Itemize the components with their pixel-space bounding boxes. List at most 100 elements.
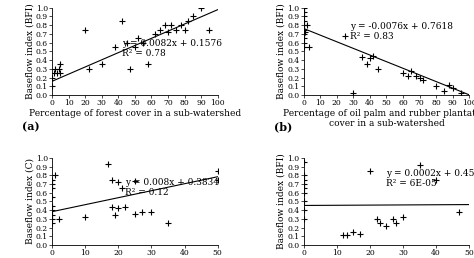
Point — [85, 67, 92, 71]
Point — [300, 19, 308, 23]
Text: (a): (a) — [22, 121, 40, 132]
Text: (b): (b) — [274, 121, 292, 132]
Point — [115, 180, 122, 184]
Point — [48, 221, 56, 225]
Point — [48, 76, 56, 80]
Point — [412, 74, 420, 78]
Point — [356, 232, 364, 236]
Point — [350, 230, 357, 234]
Point — [167, 23, 175, 27]
Point — [111, 45, 119, 49]
Point — [300, 191, 308, 195]
Point — [148, 210, 155, 214]
Point — [55, 217, 63, 221]
Point — [366, 169, 374, 173]
Point — [300, 41, 308, 45]
Point — [358, 55, 365, 60]
X-axis label: Percentage of forest cover in a sub-watershed: Percentage of forest cover in a sub-wate… — [29, 109, 241, 118]
Point — [446, 83, 453, 87]
Point — [82, 215, 89, 219]
Point — [366, 56, 374, 60]
Point — [56, 71, 64, 75]
Point — [300, 173, 308, 177]
Point — [341, 34, 349, 38]
Point — [53, 71, 61, 75]
Point — [48, 182, 56, 186]
Point — [300, 182, 308, 186]
Point — [189, 14, 197, 19]
Point — [432, 84, 440, 88]
Point — [151, 32, 159, 36]
Point — [48, 213, 56, 217]
Point — [139, 41, 147, 45]
Point — [300, 6, 308, 10]
Point — [300, 208, 308, 212]
Point — [118, 186, 126, 190]
Point — [173, 28, 180, 32]
Point — [55, 67, 63, 71]
Point — [399, 215, 407, 219]
Point — [301, 30, 309, 34]
Point — [441, 88, 448, 93]
Point — [48, 186, 56, 190]
Point — [300, 199, 308, 204]
Point — [126, 67, 134, 71]
Y-axis label: Baseflow index (BFI): Baseflow index (BFI) — [25, 4, 34, 99]
Point — [300, 23, 308, 27]
Text: y = 0.0002x + 0.4543
R² = 6E-05: y = 0.0002x + 0.4543 R² = 6E-05 — [386, 169, 474, 188]
Point — [48, 195, 56, 199]
Y-axis label: Baseflow index (BFI): Baseflow index (BFI) — [277, 154, 286, 249]
Point — [305, 45, 312, 49]
Point — [184, 19, 191, 23]
Point — [52, 67, 59, 71]
Point — [392, 221, 400, 225]
Point — [363, 62, 370, 67]
Point — [214, 169, 221, 173]
Point — [177, 23, 185, 27]
Point — [161, 23, 168, 27]
Point — [300, 186, 308, 190]
Point — [404, 74, 412, 78]
Point — [300, 14, 308, 19]
Point — [138, 210, 146, 214]
Point — [105, 162, 112, 166]
Point — [373, 217, 380, 221]
Point — [145, 62, 152, 67]
Point — [118, 19, 126, 23]
Point — [343, 232, 351, 237]
Y-axis label: Baseflow index (BFI): Baseflow index (BFI) — [277, 4, 286, 99]
Point — [48, 208, 56, 212]
Point — [48, 178, 56, 182]
Point — [300, 178, 308, 182]
Point — [389, 217, 397, 221]
Point — [399, 71, 407, 75]
Point — [432, 178, 440, 182]
Point — [108, 205, 116, 209]
Point — [300, 32, 308, 36]
Point — [48, 204, 56, 208]
Point — [383, 224, 390, 228]
Point — [197, 6, 205, 10]
Point — [214, 178, 221, 182]
Point — [156, 28, 164, 32]
Point — [376, 221, 383, 225]
Point — [48, 84, 56, 88]
Point — [300, 28, 308, 32]
Point — [82, 28, 89, 32]
Point — [164, 221, 172, 225]
Text: y = -0.0076x + 0.7618
R² = 0.83: y = -0.0076x + 0.7618 R² = 0.83 — [350, 21, 453, 41]
Point — [457, 91, 465, 95]
Text: y = 0.0082x + 0.1576
R² = 0.78: y = 0.0082x + 0.1576 R² = 0.78 — [122, 39, 222, 58]
Point — [48, 217, 56, 221]
Point — [369, 54, 377, 58]
Point — [50, 71, 57, 75]
Point — [416, 163, 423, 167]
Point — [350, 91, 357, 95]
Point — [52, 173, 59, 177]
Point — [300, 160, 308, 164]
Point — [115, 206, 122, 210]
Point — [111, 213, 119, 217]
Point — [300, 217, 308, 221]
Point — [98, 62, 106, 67]
Point — [300, 45, 308, 49]
